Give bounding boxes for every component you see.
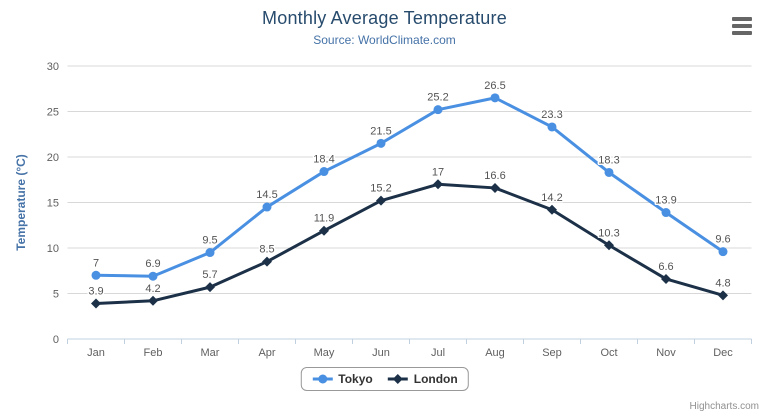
data-point-marker-tokyo[interactable] <box>490 93 500 103</box>
data-label: 25.2 <box>427 92 448 104</box>
data-point-marker-tokyo[interactable] <box>376 138 386 148</box>
x-axis-category-label: Dec <box>713 347 733 359</box>
data-point-marker-london[interactable] <box>547 204 557 215</box>
data-point-marker-london[interactable] <box>718 290 728 301</box>
data-label: 11.9 <box>314 213 335 225</box>
data-point-marker-tokyo[interactable] <box>205 248 215 258</box>
data-label: 17 <box>432 166 444 178</box>
data-point-marker-london[interactable] <box>661 273 671 284</box>
x-axis-category-label: Jul <box>431 347 445 359</box>
data-label: 14.5 <box>256 189 277 201</box>
y-axis-title: Temperature (°C) <box>14 154 28 251</box>
y-axis-tick-label: 20 <box>47 152 59 164</box>
data-label: 6.9 <box>145 258 160 270</box>
legend-item-london[interactable]: London <box>387 372 458 386</box>
hamburger-icon[interactable] <box>729 14 755 40</box>
y-axis-tick-label: 25 <box>47 107 59 119</box>
x-axis-category-label: Mar <box>201 347 220 359</box>
x-axis-category-label: Jan <box>87 347 105 359</box>
data-label: 23.3 <box>541 109 562 121</box>
y-axis-tick-label: 0 <box>53 334 59 346</box>
data-point-marker-tokyo[interactable] <box>718 247 728 257</box>
data-label: 26.5 <box>484 80 505 92</box>
data-label: 4.2 <box>145 283 160 295</box>
data-point-marker-tokyo[interactable] <box>547 122 557 132</box>
data-label: 4.8 <box>715 277 730 289</box>
y-axis-tick-label: 30 <box>47 61 59 73</box>
data-label: 13.9 <box>655 195 676 207</box>
data-label: 10.3 <box>598 227 619 239</box>
data-point-marker-london[interactable] <box>433 179 443 190</box>
x-axis-category-label: May <box>314 347 335 359</box>
series-line-tokyo <box>94 96 725 278</box>
data-label: 8.5 <box>259 244 274 256</box>
x-axis-category-label: Jun <box>372 347 390 359</box>
x-axis-category-label: Oct <box>600 347 617 359</box>
data-point-marker-london[interactable] <box>490 182 500 193</box>
legend: Tokyo London <box>300 367 469 391</box>
data-label: 9.6 <box>715 234 730 246</box>
data-point-marker-tokyo[interactable] <box>433 105 443 115</box>
data-label: 18.4 <box>313 154 334 166</box>
data-point-marker-tokyo[interactable] <box>319 167 329 177</box>
x-axis-category-label: Apr <box>258 347 275 359</box>
x-axis-category-label: Feb <box>144 347 163 359</box>
data-point-marker-london[interactable] <box>604 240 614 251</box>
hamburger-bar <box>732 17 752 21</box>
data-point-marker-london[interactable] <box>319 225 329 236</box>
data-point-marker-london[interactable] <box>91 298 101 309</box>
data-label: 18.3 <box>598 154 619 166</box>
data-point-marker-london[interactable] <box>376 195 386 206</box>
credits-link[interactable]: Highcharts.com <box>689 401 759 412</box>
data-label: 9.5 <box>202 235 217 247</box>
data-label: 16.6 <box>484 170 505 182</box>
data-label: 7 <box>93 257 99 269</box>
data-label: 6.6 <box>658 261 673 273</box>
data-point-marker-london[interactable] <box>205 282 215 293</box>
data-point-marker-tokyo[interactable] <box>604 167 614 177</box>
data-point-marker-tokyo[interactable] <box>148 271 158 281</box>
data-point-marker-tokyo[interactable] <box>262 202 272 212</box>
data-label: 14.2 <box>541 192 562 204</box>
data-point-marker-tokyo[interactable] <box>661 208 671 218</box>
y-axis-tick-label: 5 <box>53 289 59 301</box>
x-axis-category-label: Aug <box>485 347 505 359</box>
legend-item-tokyo[interactable]: Tokyo <box>311 372 373 386</box>
hamburger-bar <box>732 31 752 35</box>
legend-label: London <box>413 372 458 386</box>
diamond-marker-icon <box>387 374 408 384</box>
x-axis-category-label: Sep <box>542 347 562 359</box>
chart-subtitle: Source: WorldClimate.com <box>313 33 456 47</box>
data-point-marker-london[interactable] <box>148 295 158 306</box>
data-label: 15.2 <box>370 183 391 195</box>
chart-title: Monthly Average Temperature <box>262 8 507 28</box>
hamburger-bar <box>732 24 752 28</box>
data-point-marker-london[interactable] <box>262 256 272 267</box>
x-axis-category-label: Nov <box>656 347 676 359</box>
series-line-london <box>94 182 725 306</box>
data-point-marker-tokyo[interactable] <box>91 270 101 280</box>
y-axis-tick-label: 10 <box>47 243 59 255</box>
data-label: 21.5 <box>370 125 391 137</box>
circle-marker-icon <box>312 374 333 384</box>
data-label: 5.7 <box>202 269 217 281</box>
data-label: 3.9 <box>88 286 103 298</box>
y-axis-tick-label: 15 <box>47 198 59 210</box>
legend-label: Tokyo <box>338 372 373 386</box>
